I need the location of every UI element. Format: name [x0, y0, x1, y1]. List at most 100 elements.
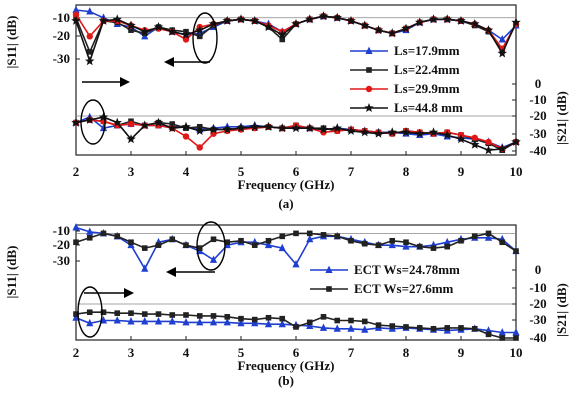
data-point — [306, 321, 314, 330]
data-point — [403, 324, 409, 330]
data-point — [126, 134, 136, 144]
data-point — [169, 236, 176, 243]
data-point — [365, 85, 373, 93]
x-tick-label: 2 — [73, 164, 80, 179]
data-point — [196, 313, 203, 319]
data-point — [456, 134, 466, 144]
x-tick-label: 4 — [183, 345, 190, 360]
y-left-axis-label: |S11| (dB) — [4, 15, 19, 68]
data-point — [471, 326, 478, 332]
data-point — [511, 17, 521, 27]
data-point — [153, 117, 164, 127]
data-point — [208, 124, 219, 134]
data-point — [194, 25, 205, 35]
data-point — [485, 138, 492, 146]
panel-caption: (b) — [278, 373, 294, 388]
data-point — [326, 286, 332, 292]
series-ect-ws-27-6mm — [73, 230, 519, 341]
data-point — [485, 331, 492, 338]
data-point — [318, 124, 329, 134]
data-point — [497, 143, 508, 153]
data-point — [127, 120, 135, 128]
data-point — [154, 317, 163, 325]
data-point — [208, 18, 219, 28]
legend-label: ECT Ws=27.6mm — [354, 281, 454, 296]
data-point — [499, 335, 506, 341]
y-left-tick-label: -30 — [53, 253, 70, 268]
highlight-ellipse — [192, 12, 218, 64]
data-point — [416, 325, 423, 331]
data-point — [236, 123, 246, 133]
y-left-tick-label: -10 — [53, 10, 70, 25]
data-point — [499, 239, 506, 246]
x-tick-label: 7 — [348, 345, 355, 360]
data-point — [73, 239, 79, 246]
data-point — [86, 49, 93, 55]
x-axis-label: Frequency (GHz) — [238, 358, 335, 373]
data-point — [375, 322, 382, 328]
y-right-axis-label: |S21| (dB) — [554, 283, 569, 337]
data-point — [196, 144, 203, 151]
data-point — [210, 313, 217, 319]
data-point — [210, 236, 217, 243]
data-point — [209, 255, 218, 263]
data-point — [293, 230, 299, 237]
panel-a: 2 3 4 5 6 7 8 9 10-10-20-300-10-20-30-40Frequenc… — [4, 4, 569, 211]
data-point — [194, 125, 205, 135]
y-left-tick-label: -20 — [53, 28, 70, 43]
data-point — [71, 15, 81, 25]
data-point — [84, 56, 95, 66]
data-point — [223, 317, 231, 326]
data-point — [73, 311, 79, 317]
data-point — [306, 234, 314, 243]
y-right-tick-label: 0 — [535, 76, 542, 91]
data-point — [278, 243, 286, 252]
x-tick-label: 9 — [458, 164, 465, 179]
data-point — [319, 323, 328, 331]
data-point — [444, 243, 451, 250]
data-point — [304, 123, 315, 133]
y-left-tick-label: -10 — [53, 223, 70, 238]
data-point — [181, 29, 191, 39]
data-point — [430, 326, 437, 332]
data-point — [401, 23, 411, 33]
x-tick-label: 6 — [293, 164, 300, 179]
legend: ECT Ws=24.78mm ECT Ws=27.6mm — [310, 262, 460, 296]
arrow-head-icon — [124, 288, 134, 298]
data-point — [100, 230, 107, 237]
data-point — [513, 335, 519, 341]
data-point — [389, 323, 396, 329]
data-point — [456, 15, 466, 25]
y-right-tick-label: -30 — [529, 126, 546, 141]
data-point — [265, 314, 272, 321]
data-point — [320, 232, 327, 238]
data-point — [318, 11, 329, 21]
data-point — [238, 237, 244, 244]
data-point — [263, 22, 274, 32]
data-point — [278, 319, 286, 328]
data-point — [346, 125, 356, 135]
data-point — [249, 121, 260, 131]
data-point — [484, 233, 493, 241]
x-tick-label: 10 — [510, 164, 523, 179]
data-point — [513, 248, 519, 254]
x-tick-label: 8 — [403, 345, 410, 360]
data-point — [306, 319, 313, 326]
data-point — [224, 239, 231, 246]
data-point — [458, 325, 464, 331]
data-point — [365, 46, 373, 54]
data-point — [139, 120, 150, 130]
data-point — [237, 318, 245, 327]
x-tick-label: 2 — [73, 345, 80, 360]
data-point — [333, 324, 341, 332]
data-point — [334, 233, 341, 240]
data-point — [167, 123, 178, 133]
series-ect-ws-24-78mm — [72, 223, 520, 336]
data-point — [155, 242, 162, 248]
legend-label: Ls=17.9mm — [394, 43, 460, 58]
legend-label: Ls=29.9mm — [394, 81, 460, 96]
data-point — [264, 319, 273, 328]
data-point — [277, 123, 288, 133]
data-point — [306, 230, 313, 237]
data-point — [279, 233, 286, 240]
